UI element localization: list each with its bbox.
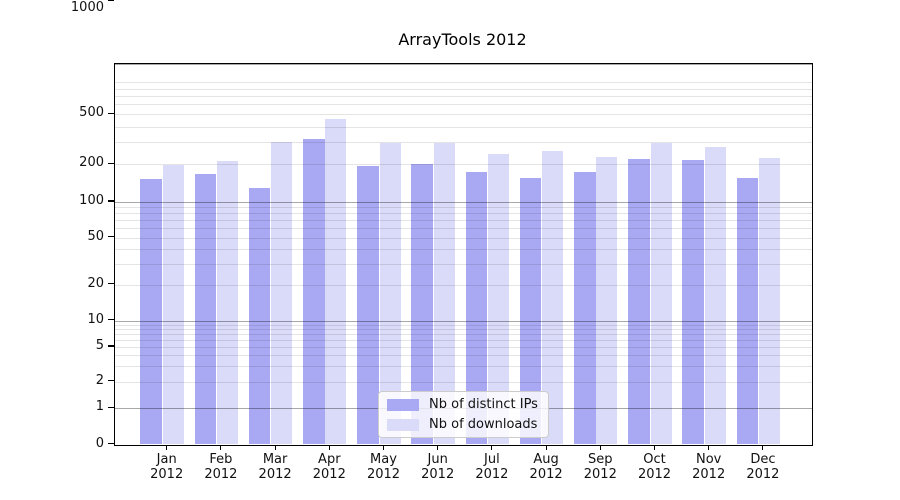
x-tick	[491, 444, 493, 450]
x-tick-label-oct: Oct 2012	[637, 451, 672, 483]
y-tick	[108, 162, 114, 164]
bar-ips-feb	[194, 174, 217, 445]
x-tick	[382, 444, 385, 450]
x-tick	[545, 444, 547, 450]
x-tick-label-sep: Sep 2012	[583, 451, 617, 483]
x-tick-label-jul: Jul 2012	[475, 451, 509, 483]
x-tick-label-apr: Apr 2012	[312, 451, 346, 483]
x-tick-label-nov: Nov 2012	[692, 451, 726, 483]
y-tick-label: 10	[87, 311, 104, 327]
legend: Nb of distinct IPs Nb of downloads	[378, 391, 549, 438]
x-tick	[220, 444, 222, 450]
legend-label-distinct-ips: Nb of distinct IPs	[429, 397, 538, 412]
y-tick-label: 100	[79, 193, 104, 208]
y-tick-label: 50	[87, 228, 104, 244]
bar-downloads-dec	[758, 158, 780, 445]
y-tick	[108, 0, 114, 2]
x-tick-label-dec: Dec 2012	[746, 451, 780, 483]
chart-title: ArrayTools 2012	[398, 30, 527, 49]
bar-ips-jul	[465, 171, 488, 445]
x-tick	[274, 444, 276, 450]
legend-row-downloads: Nb of downloads	[387, 417, 538, 432]
x-tick-label-aug: Aug 2012	[529, 451, 563, 483]
y-tick-label: 1000	[70, 0, 104, 15]
y-tick-label: 2	[95, 372, 104, 388]
x-tick-label-feb: Feb 2012	[204, 451, 238, 483]
bar-ips-nov	[682, 160, 704, 445]
y-tick	[108, 200, 114, 202]
bar-downloads-oct	[650, 143, 672, 445]
x-tick	[708, 444, 710, 450]
y-tick	[108, 318, 114, 321]
bar-downloads-sep	[596, 156, 618, 445]
legend-swatch-downloads	[387, 418, 419, 431]
y-tick-label: 20	[87, 275, 104, 291]
bar-ips-apr	[302, 139, 325, 445]
bars-layer	[115, 64, 812, 445]
x-tick-label-mar: Mar 2012	[258, 451, 292, 483]
bar-downloads-may	[379, 143, 401, 445]
bar-ips-may	[357, 165, 379, 445]
y-tick	[108, 345, 114, 347]
legend-row-distinct-ips: Nb of distinct IPs	[387, 397, 538, 412]
bar-downloads-aug	[542, 151, 564, 445]
plot-area	[114, 63, 813, 446]
y-tick-label: 500	[79, 105, 104, 121]
x-tick-label-may: May 2012	[366, 451, 401, 483]
y-tick-label: 0	[95, 435, 104, 451]
bar-ips-oct	[628, 158, 650, 445]
bar-ips-jun	[411, 163, 433, 445]
x-tick	[762, 444, 764, 450]
y-tick	[108, 236, 114, 238]
y-tick	[108, 442, 114, 445]
bar-ips-dec	[736, 177, 759, 445]
x-tick-label-jun: Jun 2012	[421, 451, 455, 483]
bar-ips-aug	[519, 178, 542, 445]
legend-label-downloads: Nb of downloads	[429, 417, 538, 432]
legend-swatch-distinct-ips	[387, 398, 419, 411]
bar-downloads-apr	[325, 119, 347, 445]
y-tick-label: 1	[95, 399, 104, 415]
bar-ips-sep	[573, 171, 596, 445]
y-tick	[108, 112, 114, 114]
x-tick	[653, 444, 656, 450]
x-tick-label-jan: Jan 2012	[150, 451, 184, 483]
y-tick	[108, 380, 114, 382]
bar-downloads-jun	[433, 142, 455, 445]
bar-ips-jan	[140, 178, 162, 445]
bar-downloads-nov	[704, 147, 726, 445]
bar-ips-mar	[248, 187, 271, 445]
x-tick	[328, 444, 330, 450]
y-tick	[108, 283, 114, 285]
y-tick-label: 200	[79, 155, 104, 171]
y-tick-label: 5	[95, 337, 104, 353]
bar-downloads-feb	[216, 161, 238, 445]
bar-downloads-jul	[487, 154, 509, 445]
x-tick	[599, 444, 601, 450]
y-tick	[108, 406, 114, 408]
x-tick	[437, 444, 439, 450]
x-tick	[166, 444, 168, 450]
bar-downloads-mar	[271, 141, 293, 445]
bar-downloads-jan	[162, 164, 184, 445]
